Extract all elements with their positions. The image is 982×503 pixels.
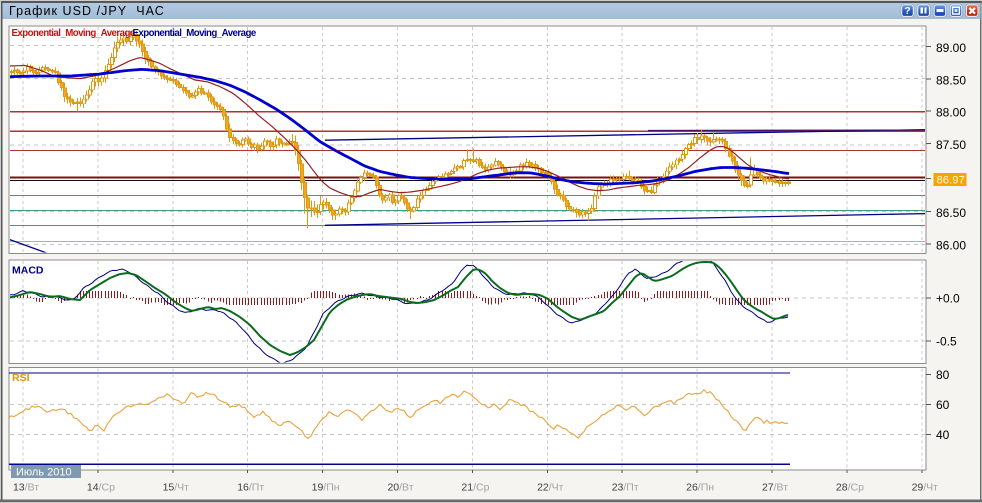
svg-text:27/Вт: 27/Вт [762, 482, 788, 494]
svg-text:MACD: MACD [12, 265, 44, 277]
svg-text:15/Чт: 15/Чт [163, 482, 190, 494]
svg-text:29/Чт: 29/Чт [912, 482, 939, 494]
svg-text:Exponential_Moving_Average: Exponential_Moving_Average [12, 28, 136, 39]
svg-text:40: 40 [936, 428, 950, 442]
svg-text:22/Чт: 22/Чт [537, 482, 564, 494]
svg-text:23/Пт: 23/Пт [612, 482, 639, 494]
svg-text:14/Ср: 14/Ср [87, 482, 115, 494]
svg-text:86.00: 86.00 [936, 238, 966, 252]
svg-text:-0.5: -0.5 [936, 335, 957, 349]
svg-text:19/Пн: 19/Пн [312, 482, 340, 494]
svg-text:20/Вт: 20/Вт [387, 482, 413, 494]
svg-text:21/Ср: 21/Ср [461, 482, 489, 494]
svg-text:13/Вт: 13/Вт [13, 482, 39, 494]
svg-text:Exponential_Moving_Average: Exponential_Moving_Average [133, 28, 257, 39]
svg-text:86.50: 86.50 [936, 206, 966, 220]
svg-text:Июль 2010: Июль 2010 [16, 466, 72, 478]
svg-text:80: 80 [936, 368, 950, 382]
svg-text:RSI: RSI [12, 372, 30, 384]
svg-text:График USD /JPY ЧАС: График USD /JPY ЧАС [9, 4, 165, 18]
svg-text:60: 60 [936, 398, 950, 412]
svg-text:88.00: 88.00 [936, 105, 966, 119]
svg-text:+0.0: +0.0 [936, 292, 960, 306]
svg-text:87.50: 87.50 [936, 138, 966, 152]
svg-text:86.97: 86.97 [937, 174, 965, 186]
svg-text:88.50: 88.50 [936, 73, 966, 87]
svg-text:89.00: 89.00 [936, 41, 966, 55]
svg-text:?: ? [904, 5, 910, 17]
svg-text:28/Ср: 28/Ср [836, 482, 864, 494]
svg-text:26/Пн: 26/Пн [686, 482, 714, 494]
svg-text:16/Пт: 16/Пт [237, 482, 264, 494]
